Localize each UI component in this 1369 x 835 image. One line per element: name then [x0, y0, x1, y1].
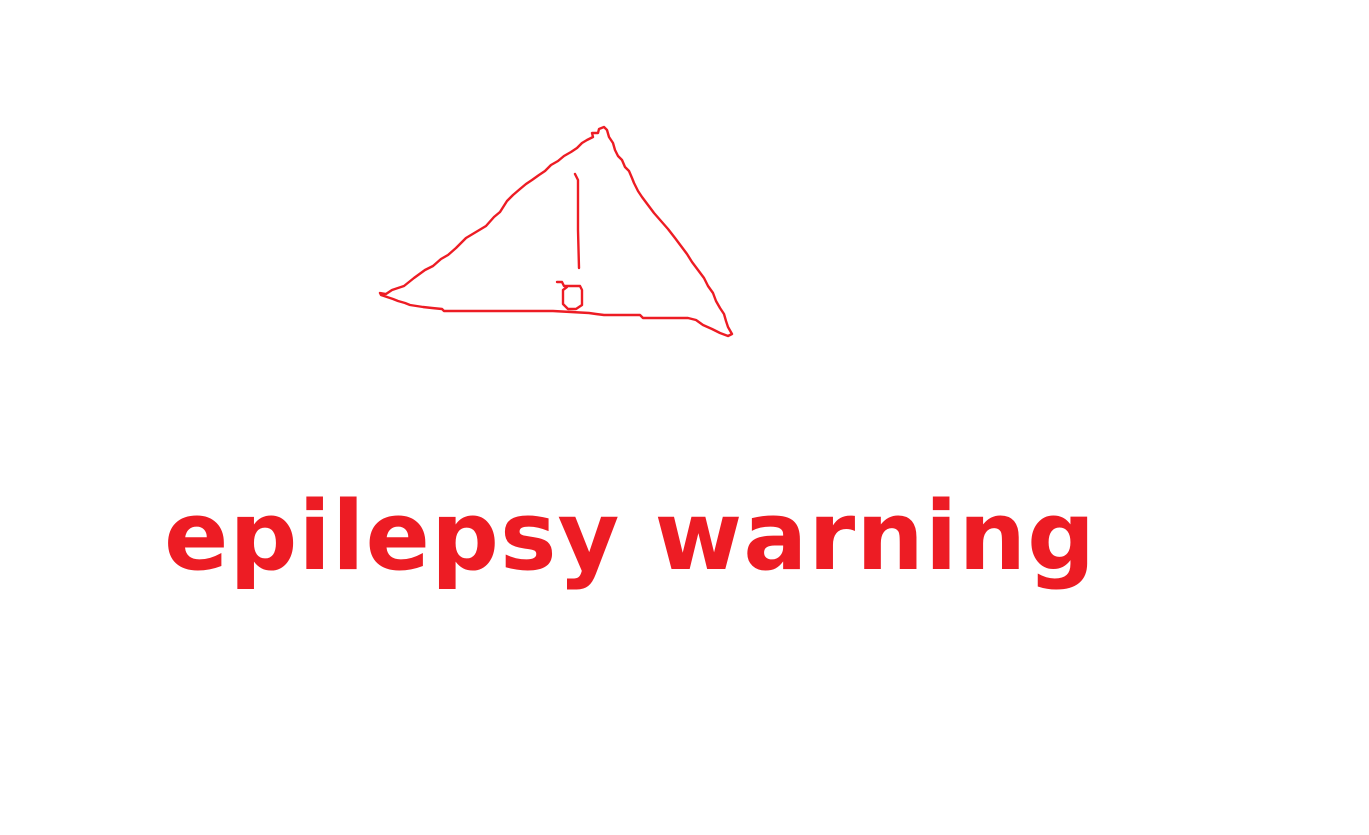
exclamation-stem: [573, 172, 581, 270]
exclamation-dot: [555, 280, 584, 311]
epilepsy-warning-text: epilepsy warning: [164, 482, 1097, 592]
triangle-outline: [378, 125, 734, 338]
